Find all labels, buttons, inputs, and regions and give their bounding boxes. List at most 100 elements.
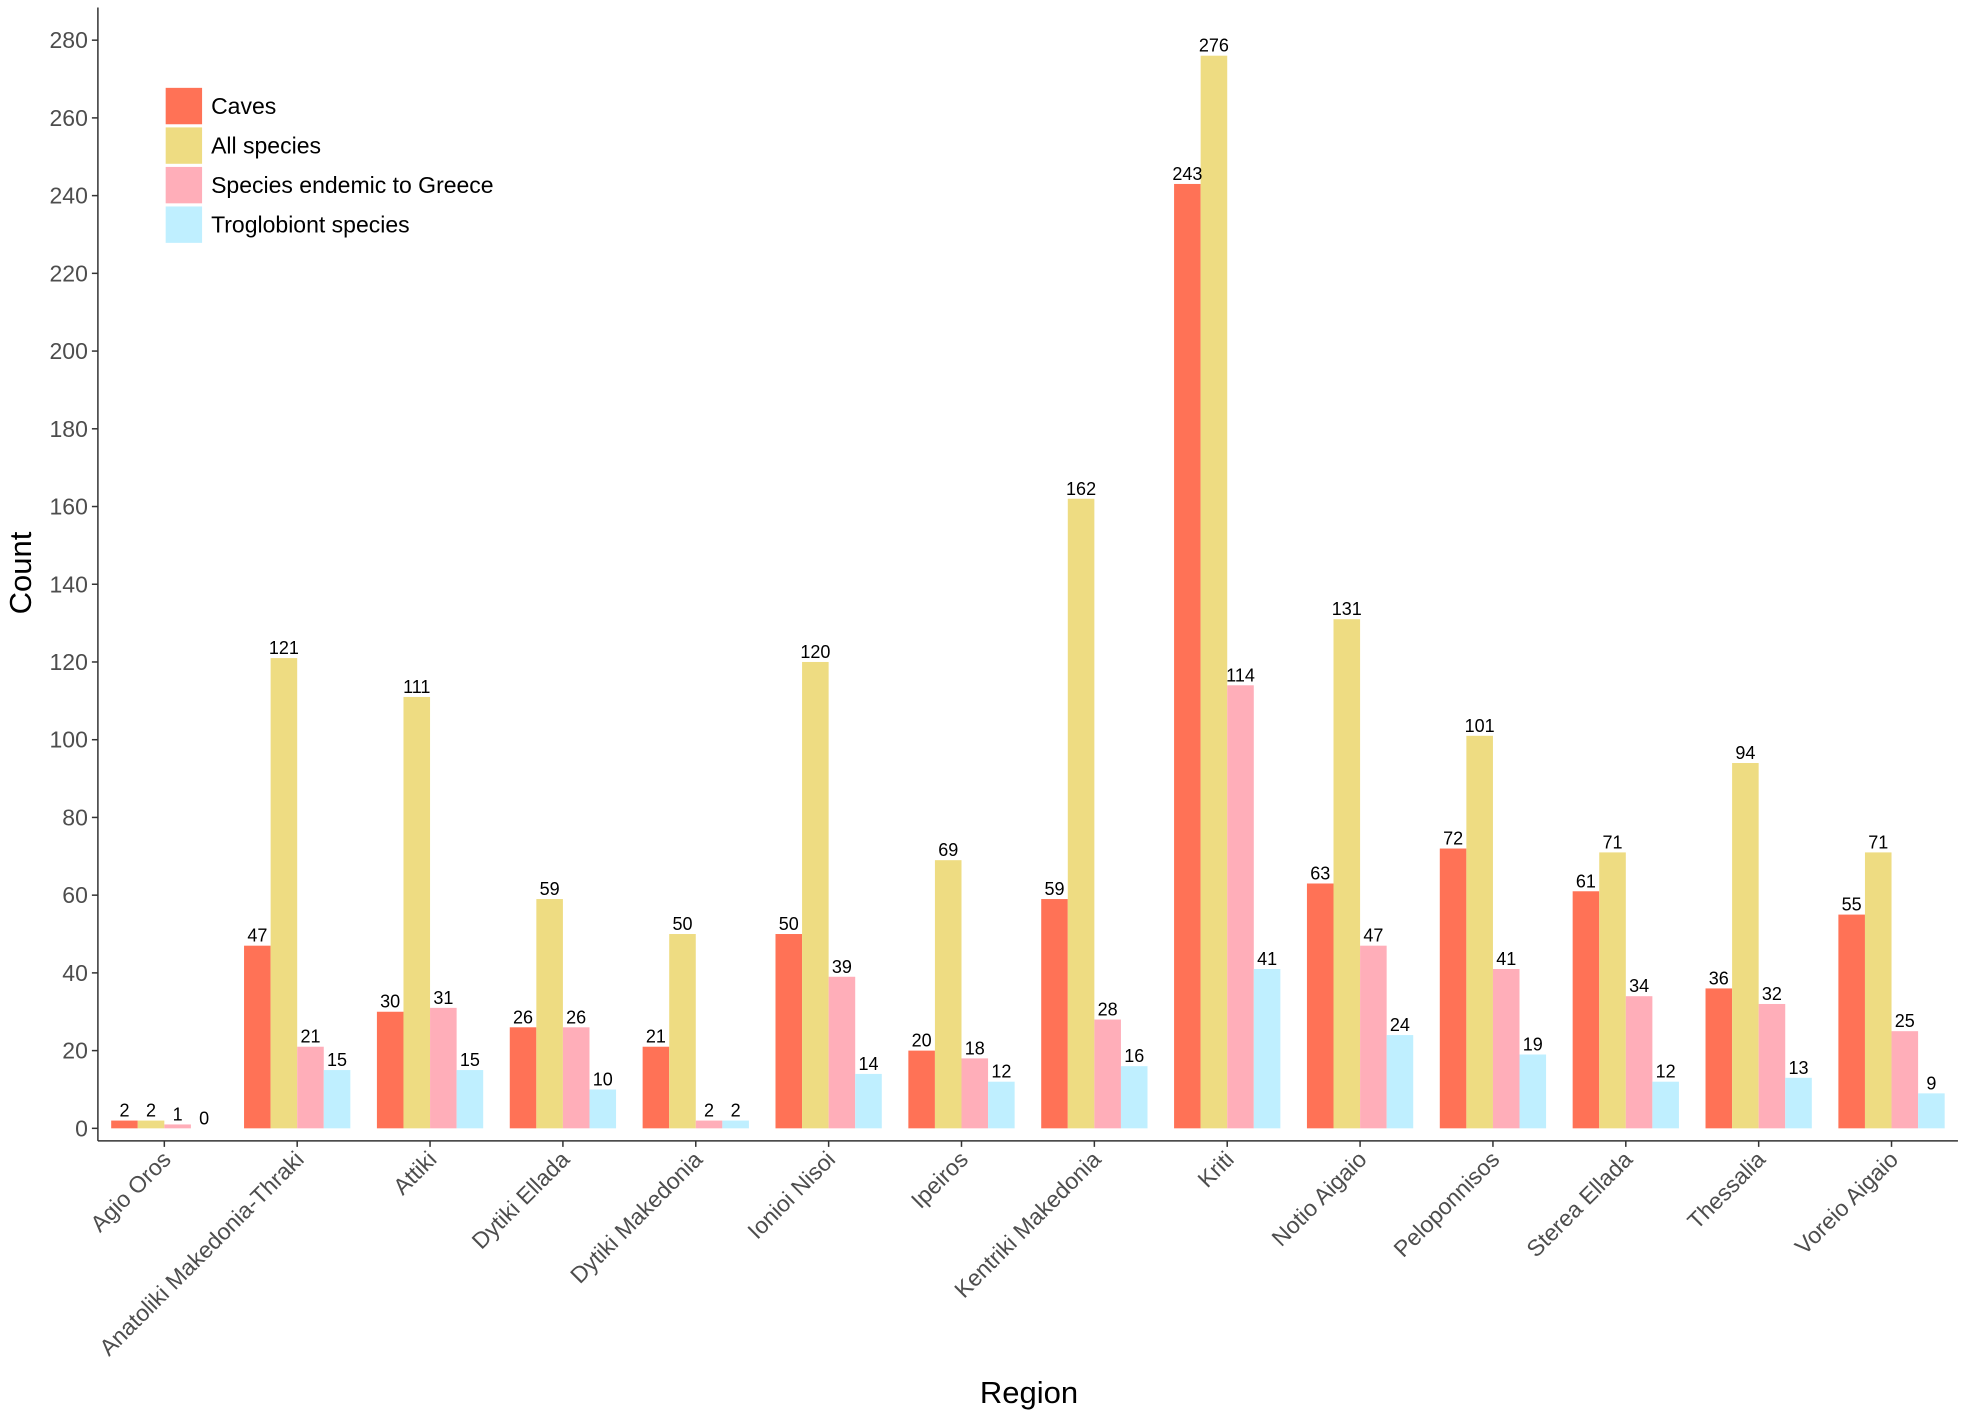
bar-value-label: 55 [1842, 895, 1862, 915]
bar [1094, 1019, 1121, 1129]
bar [1466, 735, 1493, 1129]
y-tick-label: 40 [62, 960, 88, 986]
x-tick-label: Dytiki Makedonia [565, 1146, 707, 1288]
legend-swatch [165, 206, 203, 243]
bar-value-label: 94 [1735, 743, 1755, 763]
legend-swatch [165, 87, 203, 125]
bar [669, 934, 696, 1129]
bar [376, 1011, 404, 1129]
bar-value-label: 2 [704, 1101, 714, 1121]
bar-value-label: 24 [1390, 1015, 1410, 1035]
x-tick-label: Ipeiros [906, 1146, 973, 1213]
bar-value-label: 1 [173, 1104, 183, 1124]
y-tick-label: 0 [75, 1115, 88, 1141]
bar-value-label: 121 [269, 638, 299, 658]
bar-value-label: 72 [1443, 829, 1463, 849]
x-tick-label: Peloponnisos [1388, 1146, 1504, 1262]
bar [244, 945, 271, 1129]
x-tick-label: Thessalia [1682, 1146, 1770, 1234]
x-tick-label: Dytiki Ellada [467, 1146, 575, 1254]
x-axis-title: Region [980, 1375, 1078, 1410]
bar-value-label: 41 [1257, 949, 1277, 969]
bar [323, 1070, 351, 1129]
bar [828, 976, 856, 1129]
bar-value-label: 61 [1576, 871, 1596, 891]
bar [1120, 1066, 1148, 1129]
bar-value-label: 15 [460, 1050, 480, 1070]
bar-value-label: 0 [199, 1108, 209, 1128]
bar [270, 658, 298, 1129]
bar-value-label: 16 [1124, 1046, 1144, 1066]
bar-value-label: 101 [1465, 716, 1495, 736]
bar [988, 1081, 1015, 1129]
bar-value-label: 13 [1789, 1058, 1809, 1078]
legend-label: All species [211, 133, 321, 159]
bar-value-label: 20 [912, 1031, 932, 1051]
x-tick-label: Sterea Ellada [1521, 1146, 1637, 1262]
bar-value-label: 15 [327, 1050, 347, 1070]
bar-value-label: 276 [1199, 36, 1229, 56]
bar-value-label: 31 [433, 988, 453, 1008]
legend-label: Caves [211, 93, 276, 119]
y-axis-title: Count [3, 531, 38, 614]
legend-label: Troglobiont species [211, 212, 410, 238]
bar [1838, 914, 1865, 1129]
bar-value-label: 71 [1603, 832, 1623, 852]
bar [1360, 945, 1387, 1129]
y-tick-label: 100 [50, 727, 88, 753]
bar [934, 860, 962, 1129]
bar [589, 1089, 617, 1129]
bar [1306, 883, 1334, 1129]
bar-value-label: 10 [593, 1069, 613, 1089]
bar-value-label: 63 [1310, 863, 1330, 883]
bar [430, 1007, 457, 1129]
legend-swatch [165, 166, 203, 204]
bar [1891, 1031, 1919, 1129]
bar-value-label: 243 [1172, 164, 1202, 184]
x-tick-label: Notio Aigaio [1266, 1146, 1371, 1251]
bar-value-label: 41 [1496, 949, 1516, 969]
bar [1492, 968, 1520, 1129]
bar [1253, 968, 1281, 1129]
y-tick-label: 120 [50, 649, 88, 675]
bar-value-label: 59 [1044, 879, 1064, 899]
bar [695, 1120, 723, 1129]
bar [1599, 852, 1626, 1129]
bar [562, 1027, 590, 1129]
bar-value-label: 2 [119, 1101, 129, 1121]
x-tick-label: Ionioi Nisoi [742, 1146, 840, 1244]
x-tick-label: Voreio Aigaio [1790, 1146, 1903, 1259]
bar-value-label: 69 [938, 840, 958, 860]
bar-value-label: 2 [146, 1101, 156, 1121]
bar-value-label: 47 [247, 926, 267, 946]
bar [1174, 183, 1201, 1129]
y-tick-label: 80 [62, 804, 88, 830]
bar [961, 1058, 989, 1129]
bar-value-label: 26 [566, 1007, 586, 1027]
bar-value-label: 14 [858, 1054, 878, 1074]
bar-value-label: 18 [965, 1038, 985, 1058]
bar-value-label: 25 [1895, 1011, 1915, 1031]
bar [509, 1027, 537, 1129]
bar [722, 1120, 749, 1129]
bar-value-label: 71 [1868, 832, 1888, 852]
bar [456, 1070, 484, 1129]
bar-value-label: 28 [1098, 1000, 1118, 1020]
bar-value-label: 2 [731, 1101, 741, 1121]
bar-value-label: 21 [646, 1027, 666, 1047]
bar-value-label: 19 [1523, 1034, 1543, 1054]
y-tick-label: 240 [50, 183, 88, 209]
bar [403, 696, 431, 1129]
bar [1041, 899, 1068, 1129]
bar [1705, 988, 1733, 1129]
bar [137, 1120, 165, 1129]
bar [111, 1120, 138, 1129]
bar-value-label: 162 [1066, 479, 1096, 499]
bar [1439, 848, 1467, 1129]
bar [1625, 996, 1653, 1129]
bar [775, 934, 803, 1129]
bar-value-label: 50 [672, 914, 692, 934]
